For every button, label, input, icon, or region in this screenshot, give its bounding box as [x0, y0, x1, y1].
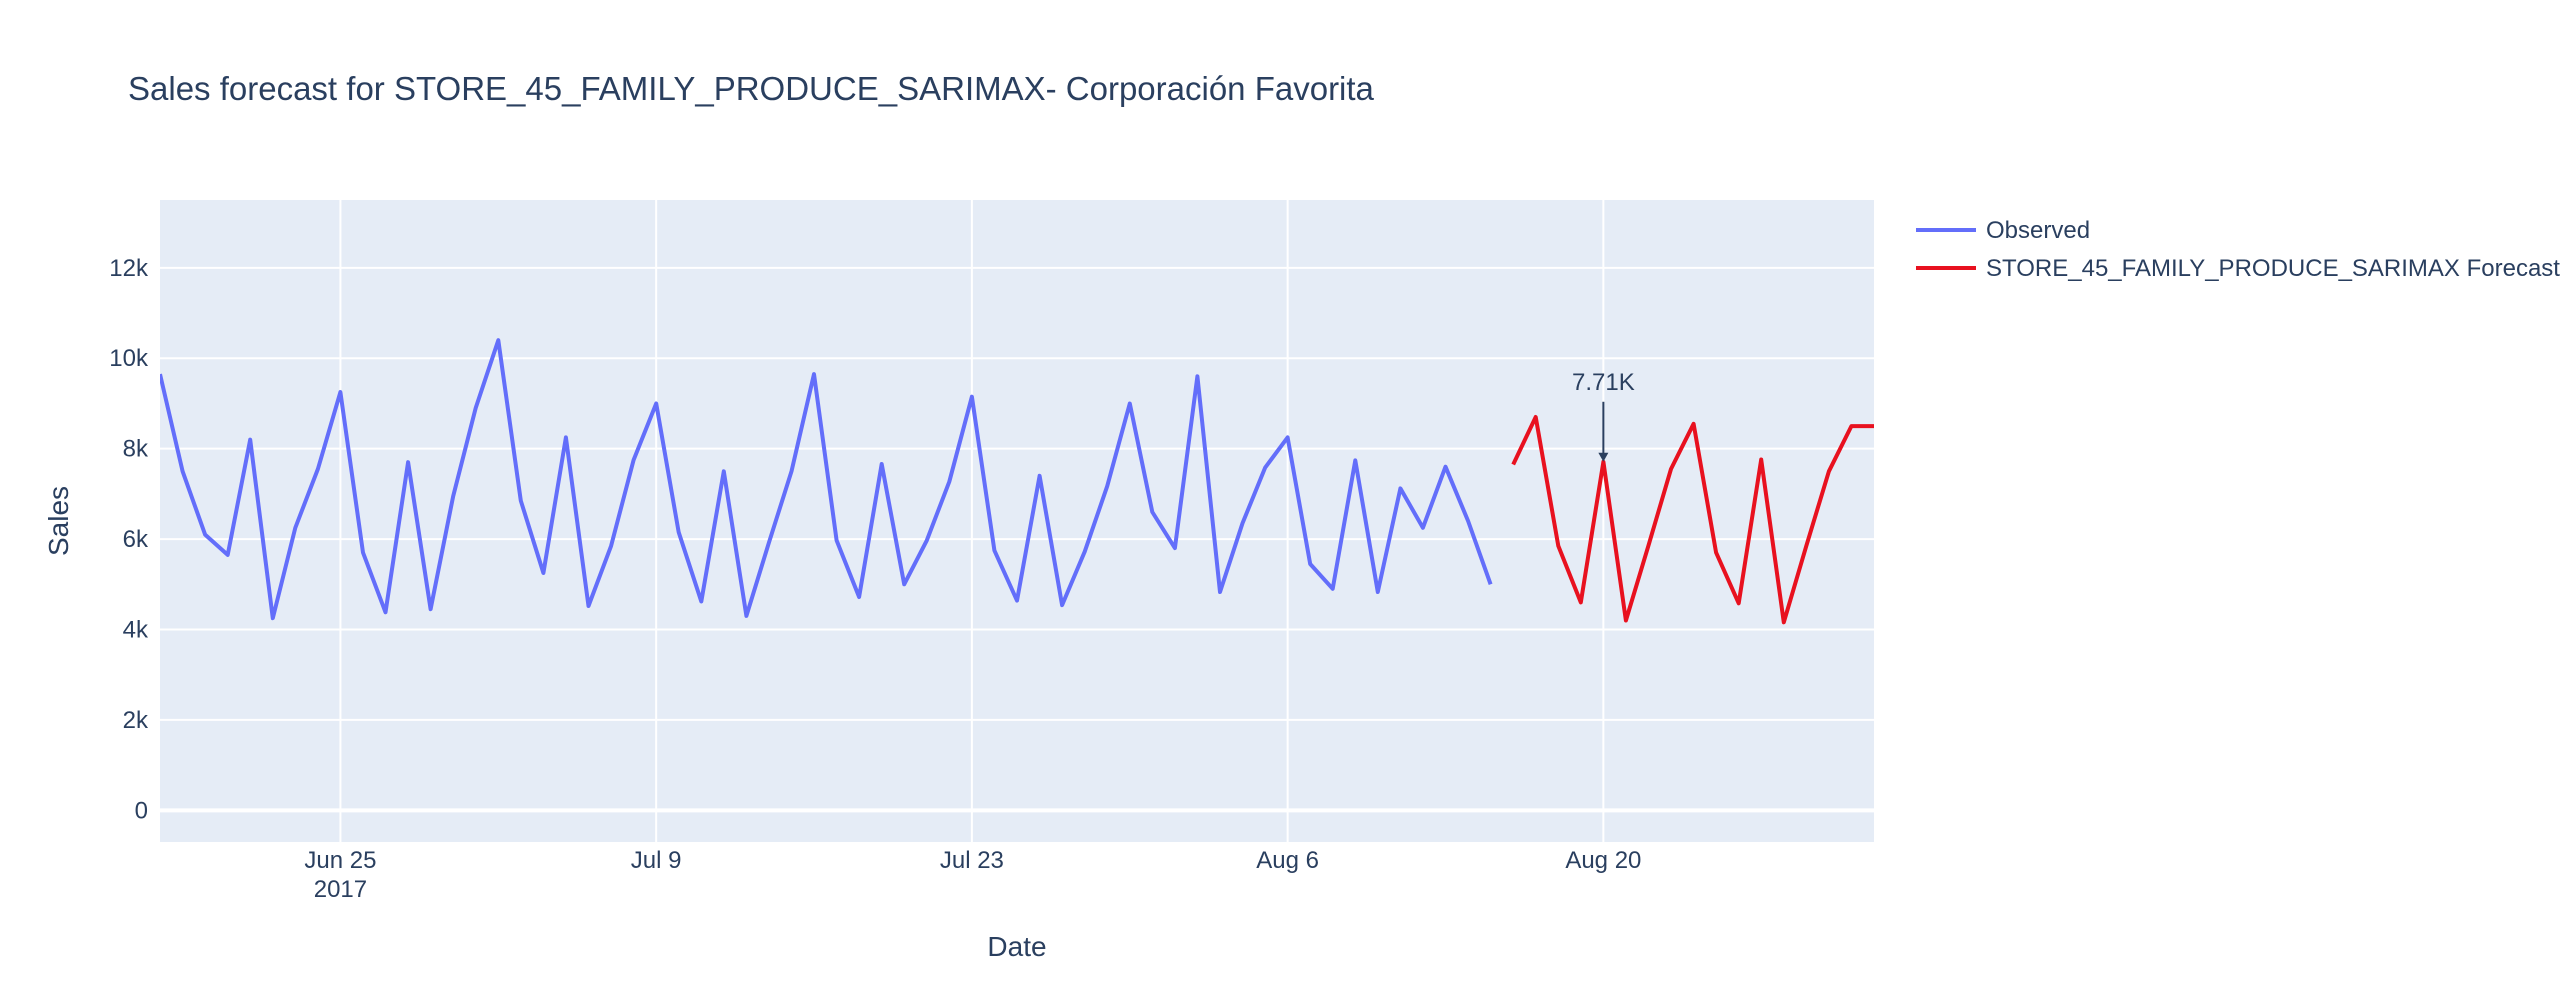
x-tick-label: Jul 9 — [631, 847, 682, 874]
legend-label: STORE_45_FAMILY_PRODUCE_SARIMAX Forecast — [1986, 255, 2560, 282]
legend-label: Observed — [1986, 217, 2090, 244]
x-tick-label: Jul 23 — [940, 847, 1004, 874]
series-lines — [160, 338, 1874, 625]
x-axis-title: Date — [987, 931, 1046, 962]
legend-item[interactable]: Observed — [1916, 217, 2090, 244]
y-tick-label: 4k — [123, 617, 149, 644]
y-axis-title: Sales — [43, 486, 74, 556]
legend: Observed STORE_45_FAMILY_PRODUCE_SARIMAX … — [1916, 217, 2560, 282]
series-line-forecast — [1511, 415, 1874, 625]
y-tick-label: 8k — [123, 436, 149, 463]
y-tick-labels: 0 2k 4k 6k 8k 10k 12k — [109, 255, 149, 825]
y-tick-label: 6k — [123, 526, 149, 553]
y-tick-label: 0 — [135, 797, 148, 824]
chart-title: Sales forecast for STORE_45_FAMILY_PRODU… — [128, 70, 1375, 107]
legend-item[interactable]: STORE_45_FAMILY_PRODUCE_SARIMAX Forecast — [1916, 255, 2560, 282]
x-tick-label: Aug 6 — [1256, 847, 1319, 874]
x-tick-label: Jun 25 — [304, 847, 376, 874]
grid — [160, 200, 1874, 842]
x-tick-sublabel: 2017 — [314, 876, 367, 903]
plot-area — [160, 200, 1874, 842]
annotations: 7.71K — [1572, 369, 1635, 462]
x-tick-label: Aug 20 — [1565, 847, 1641, 874]
y-tick-label: 12k — [109, 255, 149, 282]
annotation-arrowhead — [1598, 452, 1609, 462]
y-tick-label: 2k — [123, 707, 149, 734]
annotation-label: 7.71K — [1572, 369, 1635, 396]
y-tick-label: 10k — [109, 345, 149, 372]
series-line-observed — [160, 338, 1493, 621]
